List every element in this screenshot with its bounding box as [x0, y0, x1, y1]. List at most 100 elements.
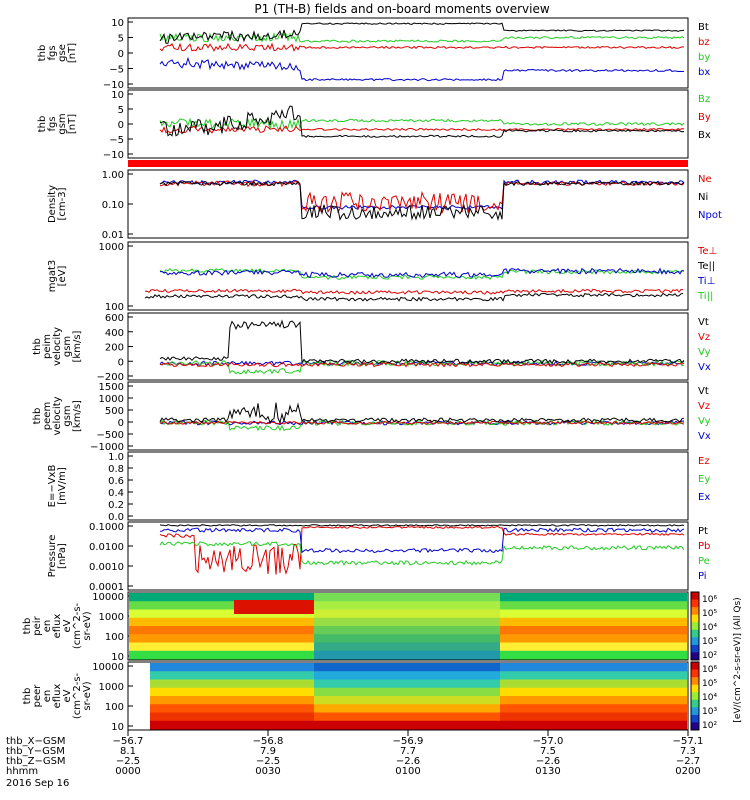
panel-frame — [127, 241, 689, 311]
colorbar-step — [691, 707, 699, 716]
footer-value: 0100 — [395, 766, 420, 777]
legend-by: by — [698, 52, 710, 63]
series-ti-par — [159, 267, 685, 281]
data-gap-bar — [128, 160, 688, 167]
y-axis-label: thb — [37, 45, 48, 62]
y-axis-label: sr-eV) — [82, 681, 93, 710]
legend-pt: Pt — [698, 526, 708, 537]
footer-value: −2.7 — [676, 756, 700, 767]
footer-value: −2.5 — [116, 756, 140, 767]
y-tick-label: 1.00 — [102, 170, 124, 181]
panel-fgs_gsm: 10 5 0 −5 −10 thb fgs gsm [nT] Bz By Bx — [37, 89, 711, 161]
colorbar-tick: 10⁴ — [702, 623, 717, 633]
y-axis-label: eflux — [52, 614, 63, 639]
footer-value: −56.7 — [113, 736, 144, 747]
y-tick-label: 10 — [111, 652, 124, 663]
footer-value: 8.1 — [120, 746, 136, 757]
legend-vy: Vy — [698, 416, 711, 427]
series-vt — [159, 319, 685, 365]
y-axis-label: en — [42, 620, 53, 633]
panel-pressure: 0.1000 0.0100 0.0010 0.0001 Pressure [nPa] Pt P… — [47, 521, 710, 593]
y-axis-label: [nT] — [67, 114, 78, 134]
legend-bx: Bx — [698, 130, 711, 141]
footer-value: 7.5 — [540, 746, 556, 757]
legend-pe: Pe — [698, 556, 710, 567]
colorbar-step — [691, 607, 699, 616]
y-tick-label: −10 — [103, 150, 124, 161]
spectrogram-band — [314, 671, 500, 680]
y-axis-label: Pressure — [47, 535, 58, 578]
y-axis-label: [nPa] — [57, 543, 68, 569]
colorbar-frame — [690, 661, 700, 731]
y-axis-label: mgat3 — [47, 260, 58, 293]
y-axis-label: (cm^2-s- — [72, 672, 83, 719]
series-pt — [159, 524, 685, 527]
y-tick-label: 0.8 — [108, 464, 124, 475]
colorbar-step — [691, 692, 699, 701]
colorbar-step — [691, 669, 699, 678]
colorbar-peer: 10⁶ 10⁵ 10⁴ 10³ 10² — [690, 661, 717, 731]
footer-value: 7.7 — [400, 746, 416, 757]
legend-ne: Ne — [698, 174, 712, 185]
footer-value: −57.1 — [673, 736, 704, 747]
series-Bx — [159, 105, 685, 138]
y-tick-label: 200 — [105, 343, 124, 354]
spectrogram-band — [314, 704, 500, 713]
colorbar-tick: 10⁴ — [702, 693, 717, 703]
y-tick-label: 10000 — [92, 662, 124, 673]
colorbar-step — [691, 614, 699, 623]
series-bz — [159, 42, 684, 52]
spectrogram-band — [314, 679, 500, 689]
spectrogram-band — [314, 642, 500, 652]
series-ni — [159, 180, 685, 222]
colorbar-tick: 10³ — [702, 637, 717, 647]
legend-bt: Bt — [698, 22, 709, 33]
y-axis-label: sr-eV) — [82, 611, 93, 640]
legend-ez: Ez — [698, 456, 710, 467]
panel-peir: 10000 1000 100 10 thb peir en eflux eV (cm^2-s-sr… — [22, 591, 689, 663]
panel-frame — [127, 451, 689, 521]
y-tick-label: −500 — [97, 430, 124, 441]
footer-value: 0200 — [675, 766, 700, 777]
y-tick-label: 0.6 — [108, 476, 124, 487]
series-te-perp — [144, 288, 684, 295]
legend-ex: Ex — [698, 492, 710, 503]
legend-ti⊥: Ti⊥ — [697, 276, 715, 287]
footer-date: 2016 Sep 16 — [6, 778, 69, 789]
y-tick-label: −5 — [109, 135, 124, 146]
colorbar-tick: 10⁶ — [702, 595, 717, 605]
series-vz — [159, 420, 685, 425]
spectrogram-band — [314, 687, 500, 697]
y-tick-label: 0 — [118, 418, 124, 429]
y-tick-label: 0.0100 — [89, 542, 124, 553]
legend-bz: Bz — [698, 94, 710, 105]
y-tick-label: 600 — [105, 313, 124, 324]
panel-temp: 1000 100 mgat3 [eV] Te⊥ Te|| Ti⊥ Ti|| — [47, 241, 717, 313]
colorbar-step — [691, 684, 699, 693]
y-tick-label: 1000 — [99, 394, 124, 405]
colorbar-step — [691, 622, 699, 631]
ephemeris-footer: thb_X−GSM −56.7 −56.8 −56.9 −57.0 −57.1 thb_Y−… — [6, 730, 703, 789]
legend-ti||: Ti|| — [697, 291, 713, 302]
legend-vx: Vx — [698, 431, 711, 442]
series-Bz — [159, 117, 685, 131]
colorbar-step — [691, 629, 699, 638]
y-axis-label: gsm — [57, 113, 68, 134]
series-pb — [159, 525, 685, 576]
panel-frame — [127, 381, 689, 451]
footer-value: 7.3 — [680, 746, 696, 757]
colorbar-tick: 10² — [702, 651, 717, 661]
y-tick-label: 5 — [118, 105, 124, 116]
series-vt — [159, 402, 685, 425]
y-axis-label: thb — [32, 408, 43, 425]
y-axis-label: peer — [32, 684, 43, 708]
colorbar-step — [691, 662, 699, 671]
footer-value: −56.8 — [253, 736, 284, 747]
colorbar-label: [eV/(cm^2-s-sr-eV)] (All Qs) — [733, 597, 743, 722]
y-axis-label: en — [42, 690, 53, 703]
series-pe — [159, 541, 685, 566]
series-ti-perp — [159, 267, 685, 279]
series-te-par — [144, 292, 684, 302]
y-axis-label: (cm^2-s- — [72, 602, 83, 649]
footer-value: −56.9 — [393, 736, 424, 747]
